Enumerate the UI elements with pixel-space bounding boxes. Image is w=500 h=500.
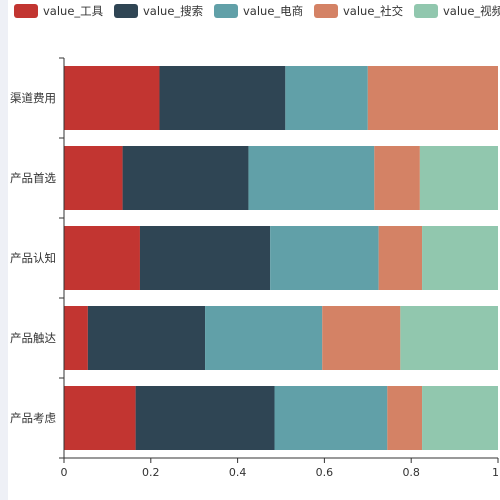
- bar-segment: [270, 226, 379, 290]
- legend-label: value_搜索: [143, 4, 203, 18]
- bar-segment: [400, 306, 498, 370]
- legend-swatch: [314, 4, 338, 18]
- bar-segment: [422, 386, 498, 450]
- x-tick-label: 0.4: [229, 466, 247, 479]
- x-tick-label: 0.2: [142, 466, 160, 479]
- bar-segment: [248, 146, 375, 210]
- left-edge-strip: [0, 0, 8, 500]
- bar-segment: [322, 306, 401, 370]
- category-label: 产品认知: [10, 251, 56, 265]
- legend-swatch: [114, 4, 138, 18]
- bars-group: [64, 66, 498, 450]
- bar-segment: [205, 306, 323, 370]
- x-tick-label: 0.8: [402, 466, 420, 479]
- bar-segment: [64, 386, 136, 450]
- bar-segment: [139, 226, 271, 290]
- legend-swatch: [14, 4, 38, 18]
- bar-segment: [64, 306, 88, 370]
- bar-segment: [274, 386, 388, 450]
- legend-label: value_电商: [243, 4, 303, 18]
- bar-segment: [422, 226, 498, 290]
- x-axis: 0 0.2 0.4 0.6 0.8 1: [61, 457, 499, 479]
- legend-label: value_视频: [443, 4, 500, 18]
- category-label: 产品首选: [10, 171, 56, 185]
- legend-swatch: [214, 4, 238, 18]
- legend-label: value_工具: [43, 4, 104, 18]
- bar-segment: [64, 226, 140, 290]
- category-label: 渠道费用: [10, 91, 56, 105]
- x-tick-label: 1: [492, 466, 499, 479]
- legend-swatch: [414, 4, 438, 18]
- bar-segment: [419, 146, 498, 210]
- legend: value_工具 value_搜索 value_电商 value_社交 value_视频: [14, 4, 500, 18]
- bar-segment: [285, 66, 368, 130]
- category-label: 产品考虑: [10, 411, 56, 425]
- bar-segment: [367, 66, 498, 130]
- bar-segment: [374, 146, 420, 210]
- bar-segment: [387, 386, 423, 450]
- category-label: 产品触达: [10, 331, 56, 345]
- legend-label: value_社交: [343, 4, 404, 18]
- bar-segment: [87, 306, 206, 370]
- y-axis: 产品考虑 产品触达 产品认知 产品首选 渠道费用: [10, 57, 65, 459]
- x-tick-label: 0.6: [316, 466, 334, 479]
- x-tick-label: 0: [61, 466, 68, 479]
- bar-segment: [122, 146, 249, 210]
- bar-segment: [378, 226, 423, 290]
- bar-segment: [159, 66, 286, 130]
- bar-segment: [64, 146, 123, 210]
- bar-segment: [135, 386, 275, 450]
- bar-segment: [64, 66, 160, 130]
